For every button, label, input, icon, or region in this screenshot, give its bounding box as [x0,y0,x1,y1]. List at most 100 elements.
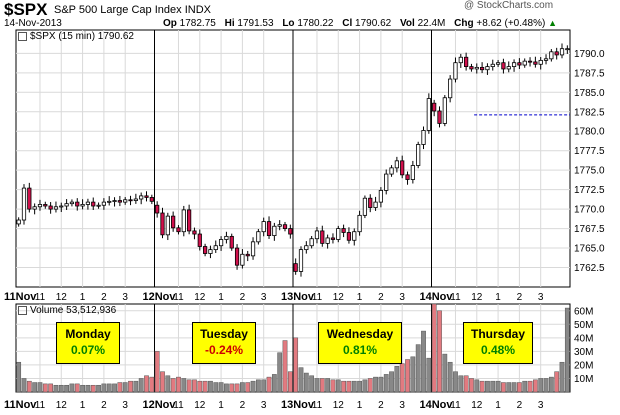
volume-bar [346,380,352,393]
low-label: Lo [282,18,295,29]
volume-bar [469,378,474,393]
volume-bar [245,382,251,393]
day-summary-thursday: Thursday 0.48% [463,322,533,364]
candle-body [304,245,309,251]
low-value: 1780.22 [297,18,334,29]
price-tick-label: 1787.5 [574,68,605,79]
price-tick-label: 1762.5 [574,263,605,274]
volume-bar [165,375,171,393]
time-tick-label: 3 [261,400,267,411]
volume-bar [437,310,442,393]
volume-bar [234,383,240,393]
candle-body [59,205,64,208]
volume-bar [319,378,325,393]
candle-body [309,238,314,247]
volume-bar [144,375,149,393]
candle-body [565,48,570,51]
candle-body [325,237,330,244]
candle-body [96,204,101,207]
time-tick-label: 2 [378,400,384,411]
volume-bar [532,379,538,393]
time-tick-label: 1 [218,400,224,411]
volume-bar [21,378,27,393]
candle-body [85,201,91,205]
volume-bar [453,371,458,393]
index-full-name: S&P 500 Large Cap Index [54,4,182,16]
time-tick-label: 2 [101,400,107,411]
time-tick-label: 2 [378,292,384,303]
close-value: 1790.62 [355,18,392,29]
open-label: Op [163,18,177,29]
day-change: 0.48% [480,343,516,357]
time-tick-label: 2 [517,400,523,411]
candle-body [453,62,458,80]
day-axis-label: 14Nov [420,291,454,303]
price-tick-label: 1780.0 [574,127,605,138]
time-tick-label: 11 [312,400,323,411]
candle-body [171,215,176,229]
volume-bar [405,359,410,393]
legend-checkbox-icon [18,31,27,41]
volume-bar [53,384,59,393]
day-label: Tuesday [200,327,248,341]
volume-tick-label: 50M [574,320,593,331]
price-tick-label: 1785.0 [574,88,605,99]
candle-body [197,233,202,247]
candle-body [474,66,479,70]
volume-bar [80,384,85,393]
time-tick-label: 3 [122,400,128,411]
volume-bar [474,379,480,393]
volume-bar [186,379,192,393]
volume-bar [330,379,336,393]
candle-body [176,227,181,233]
volume-bar [399,363,405,393]
stockcharts-credit: @ StockCharts.com [464,0,554,11]
time-tick-label: 12 [471,292,483,303]
volume-legend: Volume 53,512,936 [18,305,116,316]
volume-bar [548,376,554,393]
price-tick-label: 1782.5 [574,107,605,118]
volume-bar [117,382,123,393]
volume-bar [527,380,533,393]
volume-bar [208,380,213,393]
time-tick-label: 12 [194,292,206,303]
time-tick-label: 3 [399,400,405,411]
candle-body [261,221,266,233]
candle-body [53,206,59,210]
time-tick-label: 2 [240,400,246,411]
volume-bar [293,337,299,393]
candle-body [490,63,495,68]
candle-body [426,98,431,131]
volume-bar [564,307,570,393]
candle-body [368,197,373,208]
time-tick-label: 11 [35,400,46,411]
time-tick-label: 12 [471,400,483,411]
volume-bar [58,384,64,393]
volume-bar [154,351,160,393]
time-tick-label: 11 [312,292,323,303]
index-name: S&P 500 Large Cap Index INDX [54,4,211,16]
candle-body [352,231,357,241]
time-tick-label: 12 [333,292,345,303]
volume-bar [101,383,107,393]
candle-body [357,214,362,233]
time-tick-label: 3 [538,292,544,303]
volume-bar [213,382,219,393]
volume-bar [138,378,144,393]
time-tick-label: 1 [495,400,501,411]
volume-bar [298,367,304,393]
up-triangle-icon: ▲ [548,18,558,28]
candle-body [208,249,213,254]
volume-bar [431,303,437,393]
volume-bar [309,375,315,393]
price-tick-label: 1770.0 [574,205,605,216]
candle-body [298,249,304,272]
volume-bar [303,372,309,393]
volume-bar [250,380,256,393]
volume-legend-text: Volume 53,512,936 [30,305,117,316]
candle-body [400,160,405,176]
exchange-code: INDX [184,4,211,16]
close-label: Cl [342,18,353,29]
ohlc-summary: Op 1782.75 Hi 1791.53 Lo 1780.22 Cl 1790… [163,18,557,29]
day-axis-label: 12Nov [143,399,177,411]
